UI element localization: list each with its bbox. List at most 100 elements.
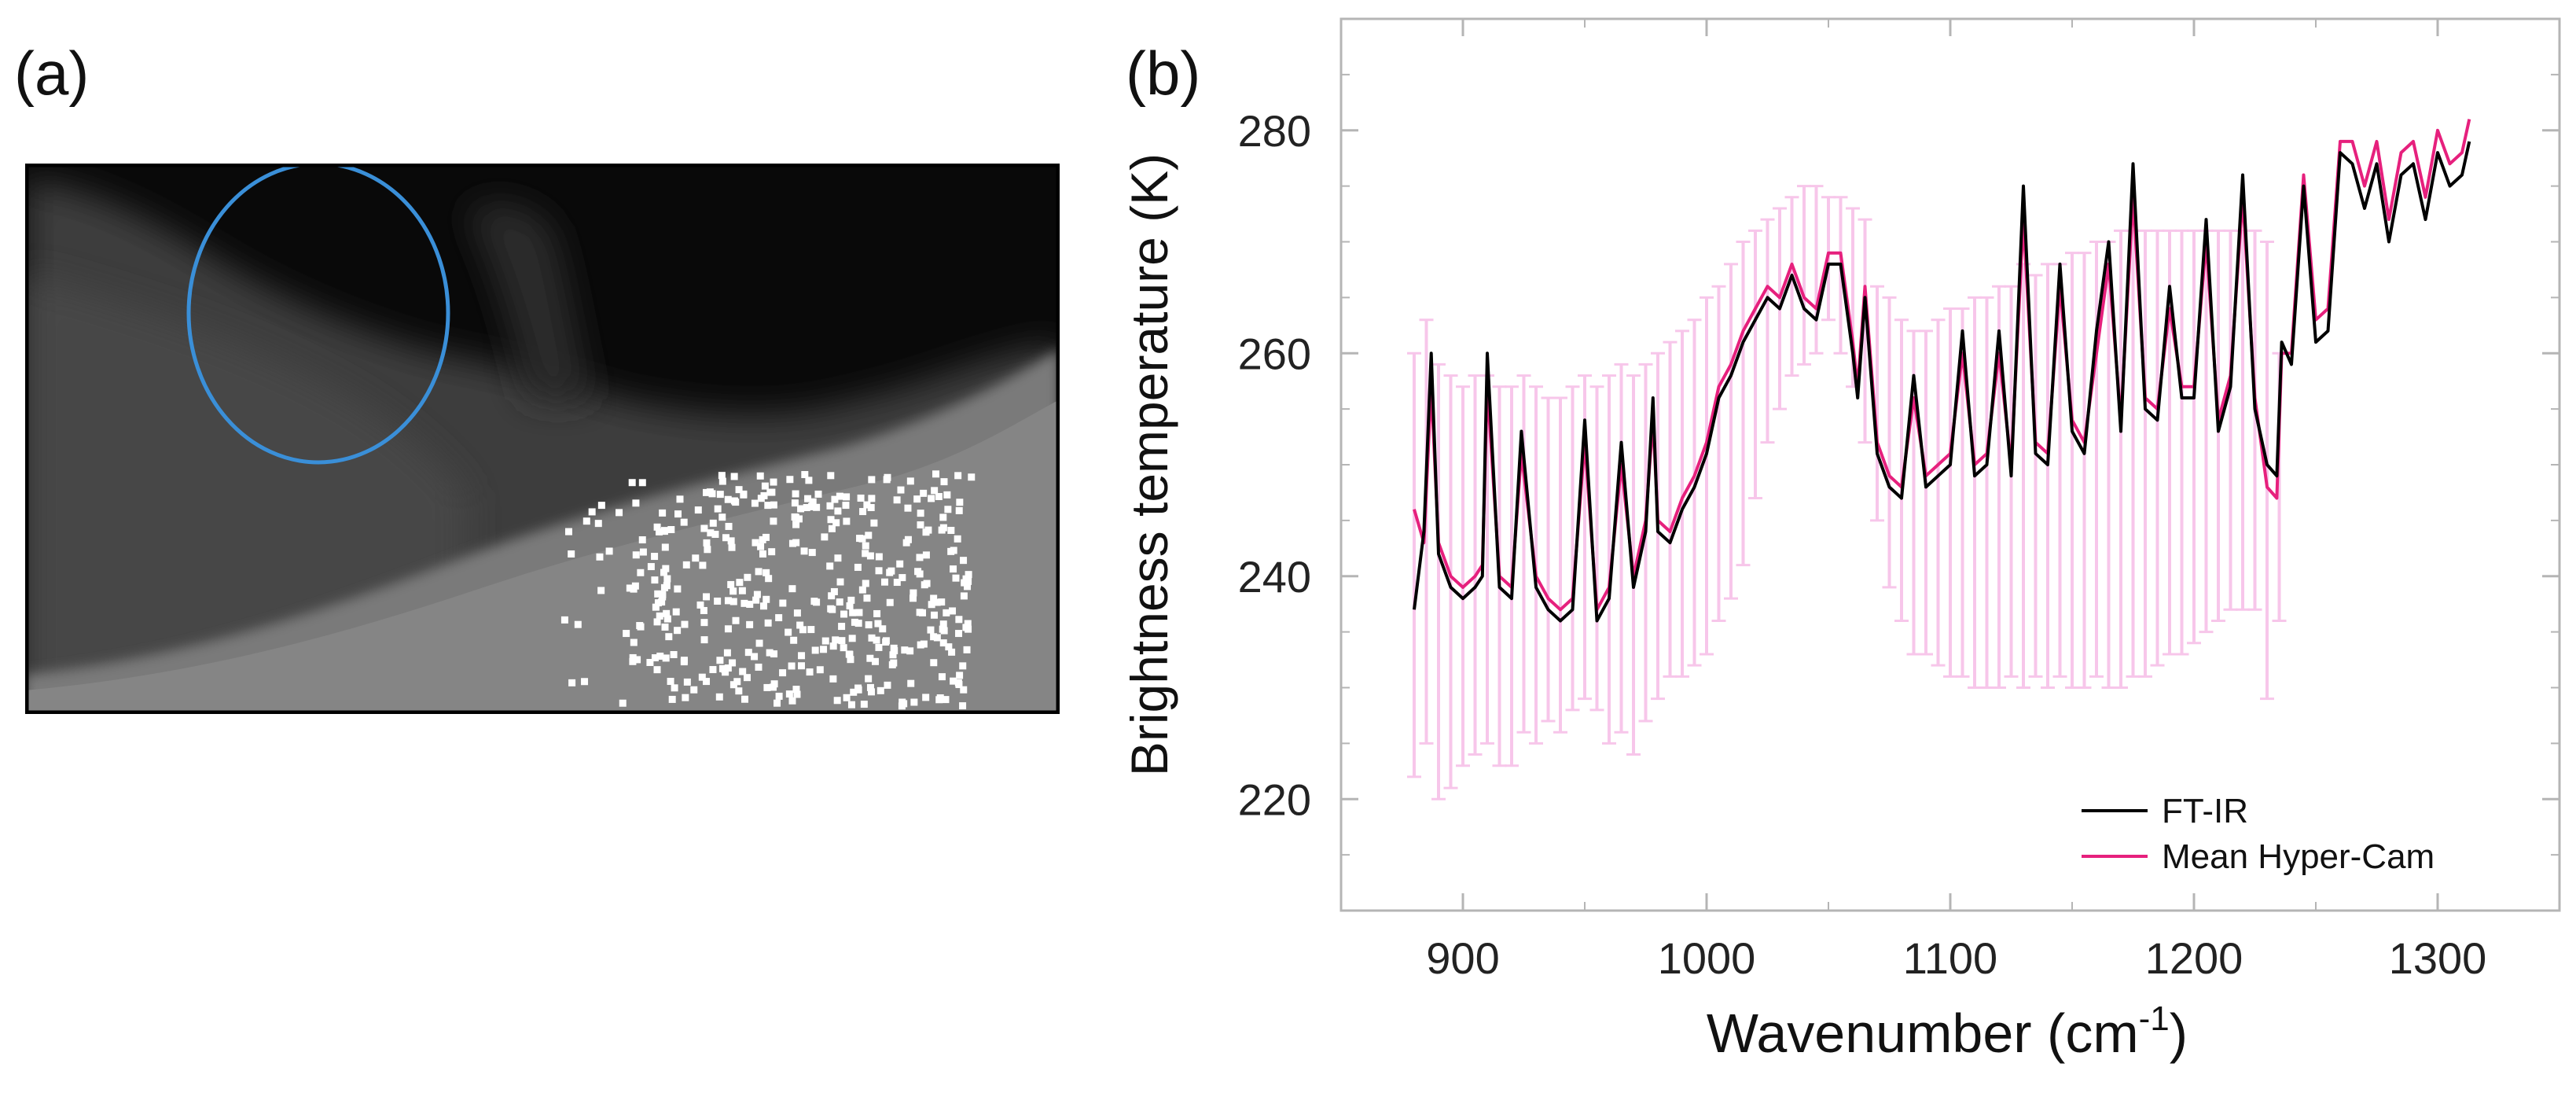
saturated-pixel <box>826 502 834 510</box>
saturated-pixel <box>751 499 759 507</box>
saturated-pixel <box>653 666 661 674</box>
y-tick-label: 260 <box>1238 329 1311 378</box>
saturated-pixel <box>964 583 972 591</box>
saturated-pixel <box>968 473 976 481</box>
saturated-pixel <box>801 471 809 479</box>
saturated-pixel <box>762 533 770 541</box>
saturated-pixel <box>715 693 723 701</box>
saturated-pixel <box>672 608 680 616</box>
saturated-pixel <box>854 684 862 692</box>
saturated-pixel <box>943 609 950 616</box>
saturated-pixel <box>942 696 950 704</box>
saturated-pixel <box>873 636 880 644</box>
saturated-pixel <box>792 490 799 498</box>
saturated-pixel <box>826 562 834 570</box>
saturated-pixel <box>631 582 639 590</box>
saturated-pixel <box>724 625 732 633</box>
saturated-pixel <box>910 698 918 706</box>
saturated-pixel <box>863 501 871 509</box>
saturated-pixel <box>847 701 855 708</box>
saturated-pixel <box>821 637 829 645</box>
saturated-pixel <box>735 687 743 695</box>
saturated-pixel <box>626 584 634 592</box>
saturated-pixel <box>779 599 787 607</box>
saturated-pixel <box>766 649 774 657</box>
saturated-pixel <box>933 598 941 606</box>
x-tick-label: 1000 <box>1658 933 1756 983</box>
saturated-pixel <box>660 569 667 576</box>
saturated-pixel <box>757 543 765 550</box>
saturated-pixel <box>898 574 906 582</box>
saturated-pixel <box>939 639 947 647</box>
saturated-pixel <box>855 609 863 616</box>
saturated-pixel <box>682 561 690 569</box>
saturated-pixel <box>702 593 710 601</box>
saturated-pixel <box>834 554 842 562</box>
y-tick-label: 280 <box>1238 106 1311 156</box>
saturated-pixel <box>676 495 684 503</box>
saturated-pixel <box>694 506 702 514</box>
saturated-pixel <box>651 576 659 584</box>
saturated-pixel <box>848 635 856 642</box>
saturated-pixel <box>568 679 576 686</box>
saturated-pixel <box>724 597 732 605</box>
saturated-pixel <box>952 574 960 582</box>
saturated-pixel <box>690 686 698 694</box>
saturated-pixel <box>808 549 816 557</box>
saturated-pixel <box>753 591 761 598</box>
saturated-pixel <box>868 634 876 642</box>
saturated-pixel <box>805 477 813 484</box>
saturated-pixel <box>700 619 708 627</box>
saturated-pixel <box>854 620 862 627</box>
saturated-pixel <box>792 686 800 694</box>
saturated-pixel <box>851 618 858 626</box>
saturated-pixel <box>956 499 964 506</box>
saturated-pixel <box>568 550 575 558</box>
saturated-pixel <box>847 596 855 604</box>
saturated-pixel <box>845 650 853 658</box>
saturated-pixel <box>873 609 881 617</box>
saturated-pixel <box>588 508 596 516</box>
saturated-pixel <box>922 551 930 559</box>
saturated-pixel <box>597 587 605 594</box>
saturated-pixel <box>674 585 682 593</box>
saturated-pixel <box>775 692 783 700</box>
saturated-pixel <box>955 506 963 514</box>
x-axis-title: Wavenumber (cm-1) <box>1707 999 2188 1064</box>
saturated-pixel <box>775 614 783 622</box>
saturated-pixel <box>865 532 873 539</box>
saturated-pixel <box>799 626 807 634</box>
saturated-pixel <box>960 686 968 694</box>
saturated-pixel <box>829 675 837 683</box>
saturated-pixel <box>838 637 846 645</box>
saturated-pixel <box>930 633 938 641</box>
saturated-pixel <box>793 609 801 617</box>
saturated-pixel <box>629 653 637 661</box>
saturated-pixel <box>832 519 840 527</box>
saturated-pixel <box>683 678 691 686</box>
saturated-pixel <box>746 620 754 628</box>
saturated-pixel <box>913 495 921 503</box>
saturated-pixel <box>634 656 641 664</box>
saturated-pixel <box>963 646 971 653</box>
saturated-pixel <box>917 510 924 517</box>
saturated-pixel <box>933 634 941 642</box>
saturated-pixel <box>870 519 878 527</box>
saturated-pixel <box>938 673 946 681</box>
x-tick-label: 900 <box>1426 933 1499 983</box>
saturated-pixel <box>725 522 733 530</box>
saturated-pixel <box>632 499 640 507</box>
saturated-pixel <box>761 482 769 490</box>
saturated-pixel <box>639 548 647 556</box>
saturated-pixel <box>724 495 732 503</box>
saturated-pixel <box>879 625 887 633</box>
saturated-pixel <box>574 620 582 628</box>
saturated-pixel <box>882 638 890 646</box>
series-line-ftir <box>1413 141 2471 623</box>
saturated-pixel <box>875 567 883 575</box>
saturated-pixel <box>751 539 759 546</box>
saturated-pixel <box>655 528 663 535</box>
saturated-pixel <box>792 539 800 546</box>
saturated-pixel <box>779 669 787 677</box>
saturated-pixel <box>871 657 879 665</box>
